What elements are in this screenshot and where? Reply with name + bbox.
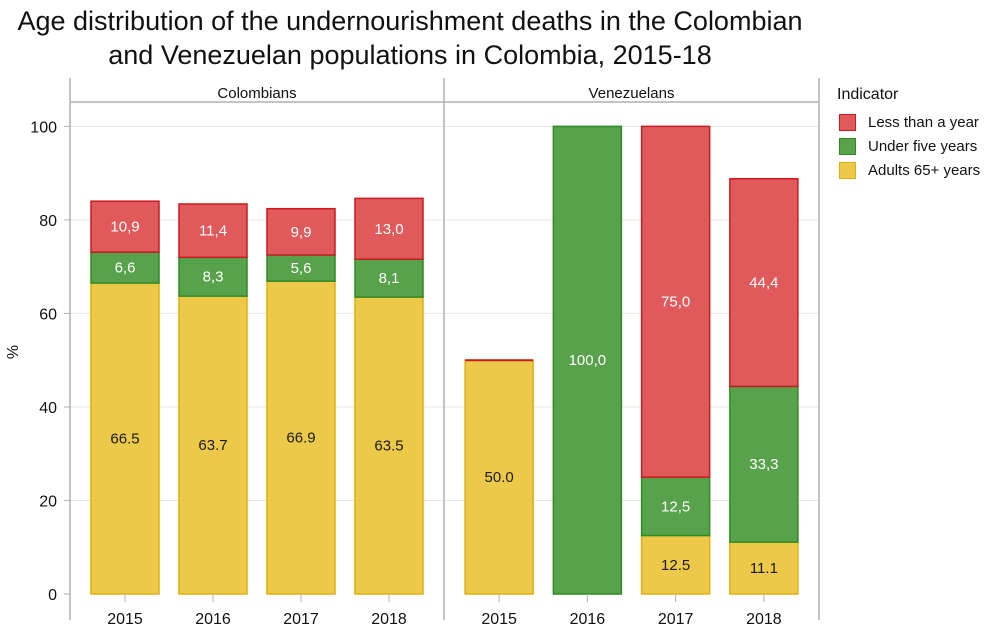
legend-swatch-under-five (839, 137, 856, 155)
y-tick-label: 80 (39, 213, 57, 230)
data-label: 9,9 (291, 224, 312, 241)
bar-segment (640, 125, 711, 478)
y-tick-label: 100 (30, 119, 57, 136)
x-tick-label: 2016 (570, 611, 606, 628)
bar-segment (729, 385, 799, 543)
y-tick-label: 0 (48, 587, 57, 604)
bar-segment (90, 251, 160, 284)
bar-segment (266, 207, 336, 256)
data-label: 63.7 (198, 437, 227, 454)
data-label: 12,5 (661, 498, 690, 515)
data-label: 66.9 (286, 430, 315, 447)
x-tick-label: 2015 (481, 611, 517, 628)
data-label: 63.5 (374, 438, 403, 455)
data-label: 66.5 (110, 431, 139, 448)
x-tick-label: 2018 (746, 611, 782, 628)
y-tick-label: 40 (39, 400, 57, 417)
data-label: 6,6 (115, 260, 136, 277)
legend-item-less-than-year: Less than a year (834, 110, 1000, 134)
y-tick-label: 20 (39, 493, 57, 510)
chart-title-line-2: and Venezuelan populations in Colombia, … (108, 40, 712, 70)
legend-title: Indicator (837, 86, 899, 103)
panel-strip-label: Venezuelans (589, 85, 675, 102)
bar-segment (178, 256, 248, 297)
x-tick-label: 2017 (283, 611, 319, 628)
data-label: 44,4 (749, 275, 778, 292)
data-label: 50.0 (485, 469, 514, 486)
legend-label-under-five: Under five years (868, 137, 978, 155)
bar-segment (464, 359, 534, 595)
data-label: 100,0 (569, 352, 607, 369)
data-label: 10,9 (110, 219, 139, 236)
data-label: 75,0 (661, 294, 690, 311)
chart-title-line-1: Age distribution of the undernourishment… (17, 6, 803, 36)
bar-segment (90, 200, 160, 253)
data-label: 12.5 (661, 557, 690, 574)
chart-title: Age distribution of the undernourishment… (0, 4, 820, 72)
y-tick-label: 60 (39, 306, 57, 323)
bar-segment (354, 197, 424, 260)
bar-segment (266, 254, 336, 282)
legend-label-adults-65: Adults 65+ years (868, 161, 981, 179)
data-label: 11,4 (199, 223, 227, 240)
data-label: 8,3 (203, 269, 224, 286)
panel-strip-label: Colombians (217, 85, 296, 102)
legend: Indicator Less than a year Under five ye… (834, 86, 1000, 182)
legend-swatch-less-than-year (839, 113, 856, 131)
x-tick-label: 2018 (371, 611, 407, 628)
bar-segment (552, 125, 623, 595)
data-label: 11.1 (750, 560, 778, 577)
legend-item-adults-65: Adults 65+ years (834, 158, 1000, 182)
legend-item-under-five: Under five years (834, 134, 1000, 158)
bar-segment (90, 282, 160, 595)
bar-segment (354, 296, 424, 595)
x-tick-label: 2017 (658, 611, 694, 628)
bar-segment (178, 203, 248, 259)
data-label: 13,0 (374, 221, 403, 238)
legend-label-less-than-year: Less than a year (868, 113, 979, 131)
x-tick-label: 2015 (107, 611, 143, 628)
bar-segment (729, 178, 799, 388)
data-label: 33,3 (749, 456, 778, 473)
data-label: 5,6 (291, 260, 312, 277)
y-axis-label: % (5, 345, 22, 359)
legend-swatch-adults-65 (839, 161, 856, 179)
bar-segment (354, 258, 424, 298)
data-label: 8,1 (379, 270, 400, 287)
x-tick-label: 2016 (195, 611, 231, 628)
bar-segment (178, 295, 248, 595)
